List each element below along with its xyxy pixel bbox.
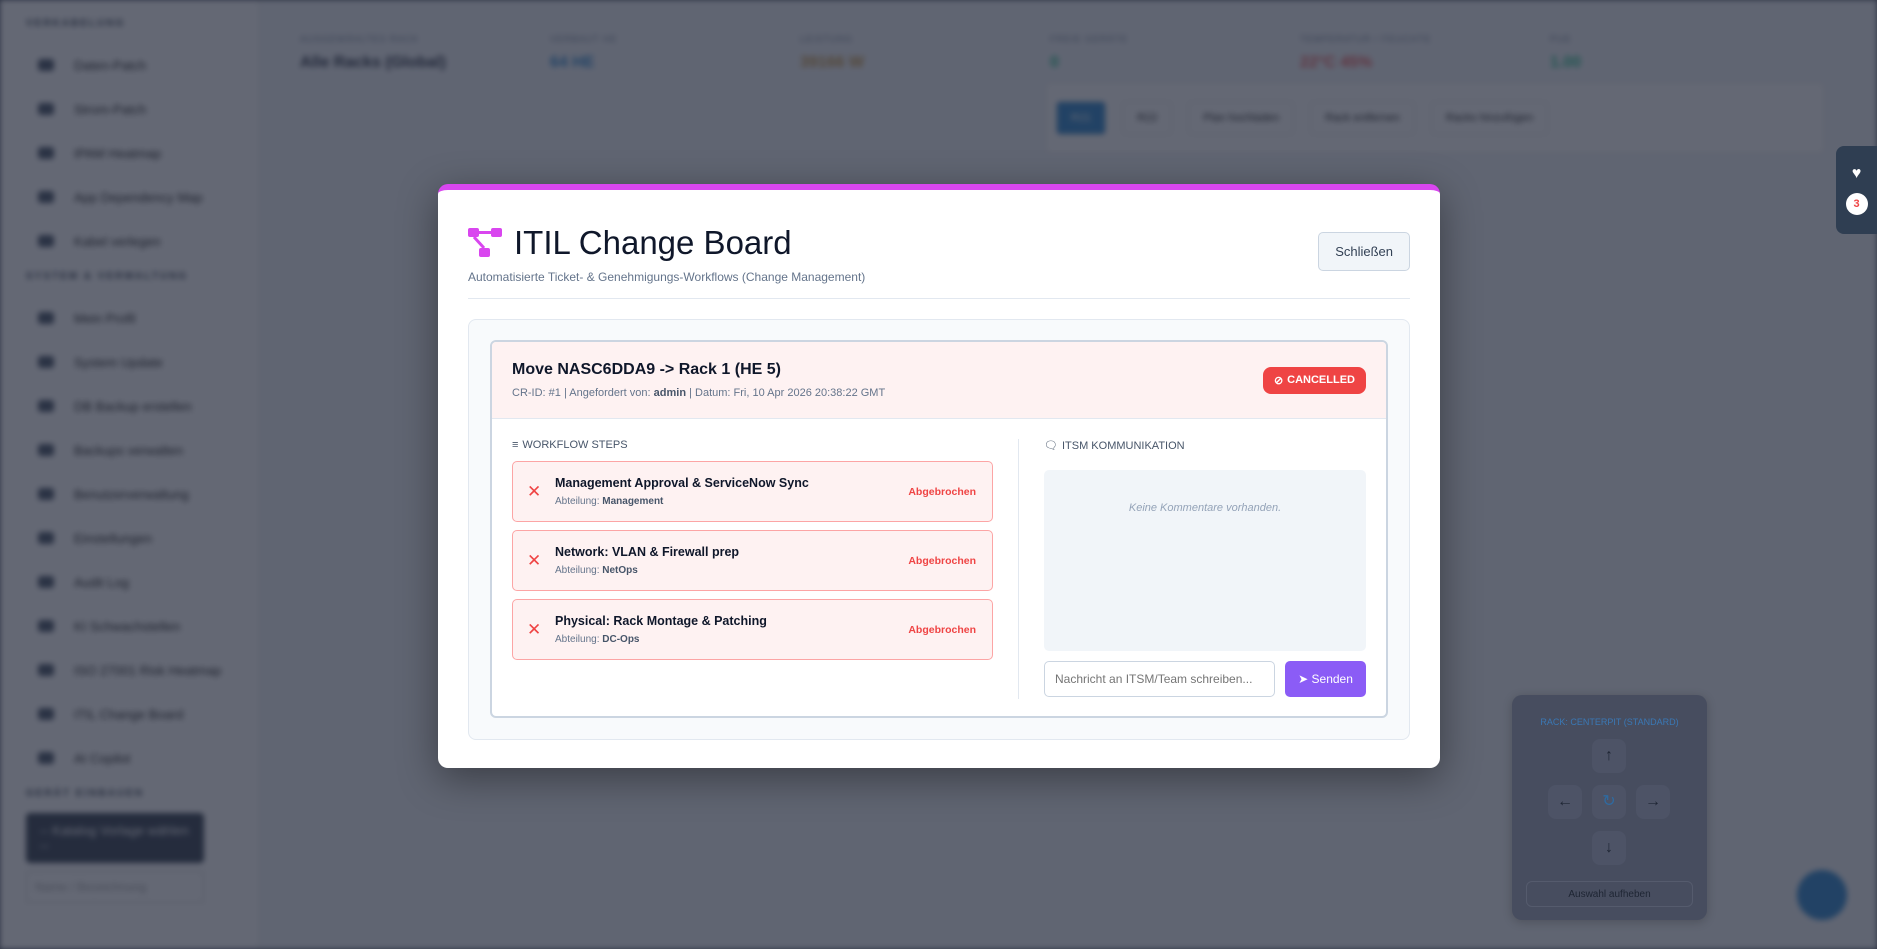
- modal-subtitle: Automatisierte Ticket- & Genehmigungs-Wo…: [468, 270, 866, 284]
- health-badge: 3: [1845, 193, 1868, 215]
- step-department: Abteilung: NetOps: [555, 565, 638, 576]
- change-list: Move NASC6DDA9 -> Rack 1 (HE 5) CR-ID: #…: [468, 319, 1410, 740]
- arrow-left-icon: ←: [1548, 785, 1582, 819]
- workflow-step: ✕ Management Approval & ServiceNow Sync Ab…: [512, 461, 993, 522]
- step-name: Management Approval & ServiceNow Sync: [555, 476, 809, 490]
- dpad-title: RACK: CENTERPIT (STANDARD): [1540, 717, 1679, 727]
- step-department: Abteilung: Management: [555, 496, 664, 507]
- itil-change-board-modal: ITIL Change Board Automatisierte Ticket-…: [438, 184, 1440, 768]
- workflow-steps-header: ≡ WORKFLOW STEPS: [512, 439, 628, 451]
- health-widget[interactable]: ♥ 3: [1836, 146, 1877, 234]
- status-badge: ⊘ CANCELLED: [1262, 366, 1366, 394]
- project-diagram-icon: [468, 228, 502, 257]
- itsm-header: 🗨 ITSM KOMMUNIKATION: [1044, 439, 1185, 453]
- arrow-down-icon: ↓: [1592, 831, 1626, 865]
- deselect-button: Auswahl aufheben: [1526, 881, 1693, 907]
- step-department: Abteilung: DC-Ops: [555, 634, 640, 645]
- comments-box: Keine Kommentare vorhanden.: [1044, 470, 1366, 651]
- x-icon: ✕: [527, 481, 542, 501]
- change-request-card: Move NASC6DDA9 -> Rack 1 (HE 5) CR-ID: #…: [490, 340, 1388, 718]
- close-button[interactable]: Schließen: [1318, 232, 1410, 271]
- list-check-icon: ≡: [512, 439, 519, 451]
- step-status: Abgebrochen: [908, 623, 976, 636]
- change-title: Move NASC6DDA9 -> Rack 1 (HE 5): [512, 361, 781, 378]
- workflow-step: ✕ Network: VLAN & Firewall prep Abteilung:…: [512, 530, 993, 591]
- paper-plane-icon: ➤: [1298, 672, 1309, 686]
- step-status: Abgebrochen: [908, 485, 976, 498]
- change-meta: CR-ID: #1 | Angefordert von: admin | Dat…: [512, 387, 886, 399]
- arrow-right-icon: →: [1636, 785, 1670, 819]
- step-name: Physical: Rack Montage & Patching: [555, 614, 767, 628]
- no-comments-text: Keine Kommentare vorhanden.: [1128, 502, 1282, 514]
- comments-icon: 🗨: [1044, 440, 1058, 452]
- x-icon: ✕: [527, 619, 542, 639]
- message-input[interactable]: [1044, 661, 1275, 697]
- step-status: Abgebrochen: [908, 554, 976, 567]
- workflow-step: ✕ Physical: Rack Montage & Patching Abteil…: [512, 599, 993, 660]
- step-name: Network: VLAN & Firewall prep: [555, 545, 740, 559]
- modal-title: ITIL Change Board: [514, 224, 792, 261]
- ban-icon: ⊘: [1273, 374, 1284, 387]
- column-divider: [1018, 439, 1019, 699]
- rotate-icon: ↻: [1592, 785, 1626, 819]
- send-button[interactable]: ➤ Senden: [1285, 661, 1366, 697]
- x-icon: ✕: [527, 550, 542, 570]
- rack-dpad-panel: RACK: CENTERPIT (STANDARD) ↑ ← ↻ → ↓ Aus…: [1512, 695, 1707, 920]
- arrow-up-icon: ↑: [1592, 739, 1626, 773]
- heartbeat-icon: ♥: [1851, 165, 1862, 182]
